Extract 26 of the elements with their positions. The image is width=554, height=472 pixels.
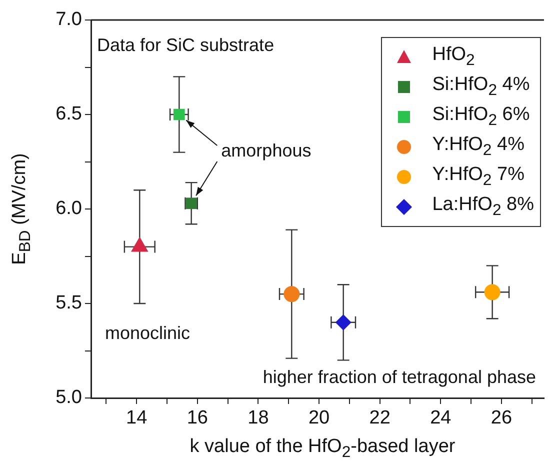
- y-tick-label: 5.5: [56, 292, 82, 314]
- annotation: higher fraction of tetragonal phase: [262, 366, 536, 387]
- x-axis-title: k value of the HfO$_{2}$-based layer: [188, 436, 456, 462]
- legend-label: La:HfO$_{2}$ 8%: [432, 194, 534, 220]
- legend-label: Si:HfO$_{2}$ 4%: [432, 74, 530, 100]
- point: [335, 314, 352, 330]
- point: [284, 286, 300, 302]
- y-tick-label: 7.0: [56, 9, 82, 30]
- legend-label: Y:HfO$_{2}$ 7%: [432, 164, 524, 190]
- x-tick-label: 18: [248, 408, 269, 429]
- point: [484, 284, 500, 300]
- x-tick-label: 20: [308, 408, 330, 429]
- y-tick-label: 5.0: [56, 387, 82, 408]
- legend-label: HfO$_{2}$: [432, 44, 475, 70]
- legend-label: Y:HfO$_{2}$ 4%: [432, 134, 524, 160]
- x-tick-label: 16: [186, 408, 208, 429]
- x-tick-label: 26: [490, 408, 512, 429]
- legend-label: Si:HfO$_{2}$ 6%: [432, 104, 530, 130]
- x-tick-label: 22: [369, 408, 390, 429]
- x-tick-label: 24: [430, 408, 452, 429]
- y-tick-label: 6.0: [56, 198, 82, 220]
- y-tick-label: 6.5: [56, 104, 82, 125]
- annotation: monoclinic: [105, 322, 190, 343]
- annotation: Data for SiC substrate: [97, 34, 274, 55]
- x-tick-label: 14: [126, 408, 148, 429]
- annotation: amorphous: [221, 140, 312, 160]
